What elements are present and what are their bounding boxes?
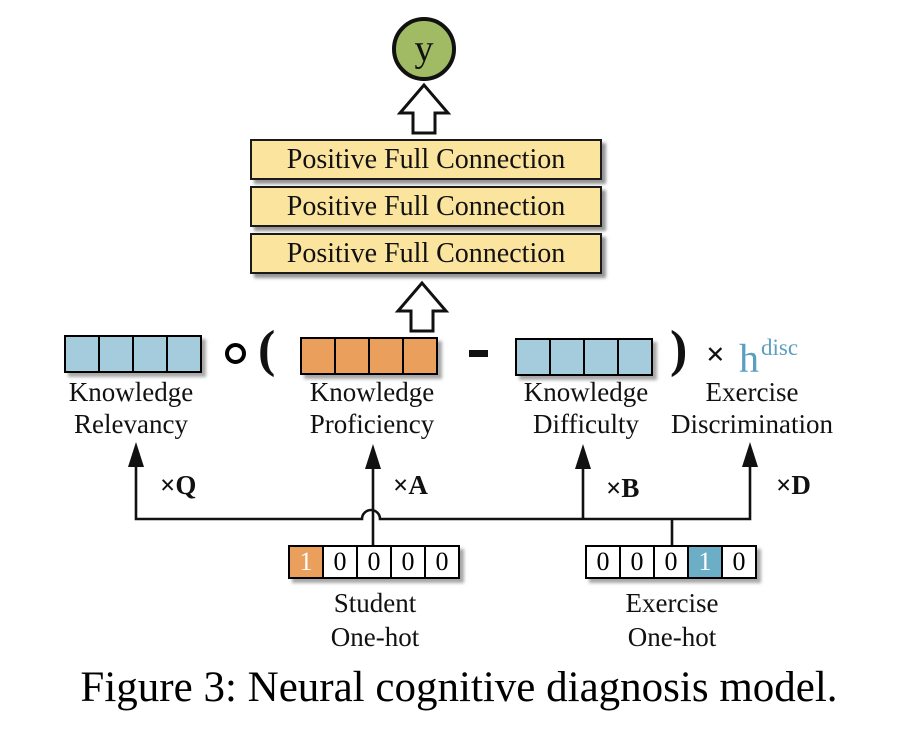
- vector-cell: [549, 338, 585, 376]
- onehot-cell: 0: [619, 545, 655, 579]
- onehot-cell: 0: [322, 545, 358, 579]
- student-onehot-vector: 1 0 0 0 0: [288, 545, 460, 579]
- close-paren: ): [670, 321, 688, 378]
- pfc-layer-1: Positive Full Connection: [250, 139, 602, 180]
- onehot-cell: 1: [687, 545, 723, 579]
- label-line: Exercise: [705, 377, 799, 407]
- arrowhead-a-icon: [365, 444, 381, 469]
- label-line: Difficulty: [533, 409, 639, 439]
- label-line: Exercise: [625, 588, 719, 618]
- vector-cell: [402, 337, 438, 375]
- onehot-cell: 0: [424, 545, 460, 579]
- label-line: Discrimination: [671, 409, 833, 439]
- multiplier-b: ×B: [606, 473, 640, 503]
- label-knowledge-relevancy: Knowledge Relevancy: [21, 376, 241, 440]
- vector-cell: [515, 338, 551, 376]
- onehot-cell: 0: [390, 545, 426, 579]
- label-exercise-discrimination: Exercise Discrimination: [642, 376, 862, 440]
- h-disc-term: hdisc: [739, 330, 799, 381]
- label-student-onehot: Student One-hot: [275, 586, 475, 654]
- figure-caption: Figure 3: Neural cognitive diagnosis mod…: [80, 664, 838, 711]
- label-line: Proficiency: [309, 409, 435, 439]
- vector-cell: [334, 337, 370, 375]
- label-line: Student: [333, 588, 417, 618]
- label-knowledge-difficulty: Knowledge Difficulty: [476, 376, 696, 440]
- label-line: Knowledge: [68, 377, 194, 407]
- minus-operator-icon: [469, 350, 488, 357]
- label-knowledge-proficiency: Knowledge Proficiency: [262, 376, 482, 440]
- onehot-cell: 0: [356, 545, 392, 579]
- pfc-layer-3: Positive Full Connection: [250, 233, 602, 274]
- h-disc-sup: disc: [761, 335, 799, 360]
- onehot-cell: 0: [721, 545, 757, 579]
- multiplier-q: ×Q: [160, 470, 197, 500]
- vector-cell: [98, 335, 134, 373]
- onehot-cell: 0: [585, 545, 621, 579]
- arrowhead-d-icon: [742, 442, 758, 467]
- onehot-cell: 0: [653, 545, 689, 579]
- knowledge-difficulty-vector: [515, 338, 653, 376]
- label-line: Knowledge: [523, 377, 649, 407]
- hadamard-operator-icon: [225, 343, 246, 364]
- vector-cell: [64, 335, 100, 373]
- label-line: Knowledge: [309, 377, 435, 407]
- output-node-y: y: [392, 17, 456, 81]
- vector-cell: [166, 335, 202, 373]
- label-line: One-hot: [330, 622, 420, 652]
- onehot-cell: 1: [288, 545, 324, 579]
- bus-line: [134, 465, 752, 521]
- knowledge-relevancy-vector: [64, 335, 202, 373]
- times-operator: ×: [706, 337, 725, 373]
- up-block-arrow-icon: [394, 280, 450, 333]
- exercise-onehot-vector: 0 0 0 1 0: [585, 545, 757, 579]
- label-line: One-hot: [627, 622, 717, 652]
- vector-cell: [617, 338, 653, 376]
- pfc-layer-2: Positive Full Connection: [250, 186, 602, 227]
- knowledge-proficiency-vector: [300, 337, 438, 375]
- up-block-arrow-icon: [396, 82, 452, 135]
- h-disc-base: h: [739, 335, 759, 381]
- label-exercise-onehot: Exercise One-hot: [572, 586, 772, 654]
- vector-cell: [583, 338, 619, 376]
- multiplier-d: ×D: [776, 470, 811, 500]
- arrowhead-q-icon: [128, 442, 144, 467]
- vector-cell: [300, 337, 336, 375]
- multiplier-a: ×A: [393, 470, 428, 500]
- vector-cell: [368, 337, 404, 375]
- vector-cell: [132, 335, 168, 373]
- open-paren: (: [258, 321, 276, 378]
- label-line: Relevancy: [74, 409, 188, 439]
- arrowhead-b-icon: [575, 444, 591, 469]
